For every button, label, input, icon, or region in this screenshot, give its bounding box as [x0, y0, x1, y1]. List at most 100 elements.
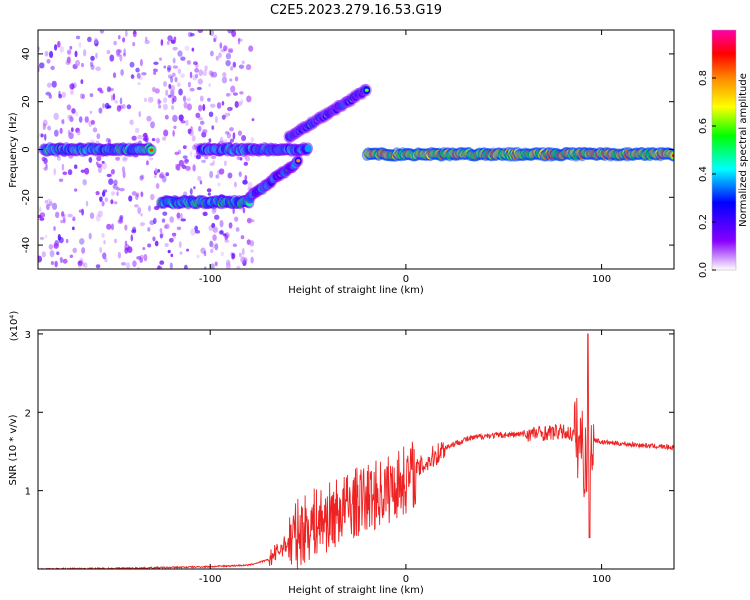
heatmap-noise-dot	[156, 168, 161, 173]
heatmap-noise-dot	[117, 49, 122, 54]
heatmap-noise-dot	[116, 187, 120, 191]
heatmap-noise-dot	[225, 59, 231, 67]
heatmap-noise-dot	[184, 45, 190, 51]
heatmap-noise-dot	[71, 82, 74, 90]
heatmap-noise-dot	[176, 226, 182, 231]
heatmap-noise-dot	[128, 195, 133, 202]
heatmap-noise-dot	[38, 255, 43, 263]
heatmap-noise-dot	[229, 127, 234, 132]
heatmap-noise-dot	[202, 129, 208, 134]
heatmap-noise-dot	[62, 258, 68, 264]
heatmap-noise-dot	[57, 40, 61, 48]
heatmap-noise-dot	[176, 212, 181, 219]
heatmap-noise-dot	[53, 44, 58, 51]
heatmap-noise-dot	[65, 59, 71, 66]
heatmap-noise-dot	[185, 165, 191, 171]
heatmap-noise-dot	[243, 257, 248, 263]
heatmap-noise-dot	[153, 217, 157, 224]
heatmap-noise-dot	[62, 217, 66, 224]
y-tick-label: 1	[25, 487, 31, 498]
heatmap-ticks: -100 0 100 -40 -20 0 20 40	[21, 30, 674, 285]
heatmap-noise-dot	[53, 112, 59, 121]
heatmap-noise-dot	[212, 226, 218, 233]
heatmap-noise-dot	[182, 145, 187, 149]
heatmap-noise-dot	[40, 133, 44, 138]
heatmap-noise-dot	[110, 94, 114, 102]
heatmap-noise-dot	[67, 116, 72, 121]
heatmap-noise-dot	[180, 73, 185, 78]
heatmap-noise-dot	[176, 163, 181, 171]
colorbar-tick-label: 0.4	[698, 166, 709, 182]
heatmap-noise-dot	[101, 161, 105, 165]
heatmap-noise-dot	[159, 260, 165, 265]
heatmap-noise-dot	[178, 159, 184, 167]
heatmap-noise-dot	[218, 52, 222, 59]
heatmap-noise-dot	[167, 35, 173, 42]
heatmap-noise-dot	[49, 250, 55, 258]
heatmap-noise-dot	[233, 181, 237, 188]
heatmap-noise-dot	[209, 162, 215, 167]
heatmap-noise-dot	[122, 156, 128, 161]
y-tick-label: 3	[25, 330, 31, 341]
heatmap-noise-dot	[170, 75, 174, 83]
heatmap-noise-dot	[119, 54, 123, 62]
heatmap-noise-dot	[118, 215, 123, 222]
heatmap-noise-dot	[141, 72, 147, 76]
heatmap-noise-dot	[217, 182, 221, 187]
x-tick-label: 100	[592, 574, 611, 585]
heatmap-noise-dot	[126, 104, 132, 110]
heatmap-noise-dot	[44, 133, 47, 141]
heatmap-noise-dot	[140, 174, 145, 180]
heatmap-noise-dot	[219, 219, 224, 228]
heatmap-noise-dot	[194, 68, 200, 73]
heatmap-noise-dot	[45, 163, 48, 169]
heatmap-noise-dot	[88, 120, 93, 127]
heatmap-noise-dot	[78, 238, 85, 245]
heatmap-noise-dot	[170, 253, 174, 258]
heatmap-noise-dot	[195, 73, 199, 79]
heatmap-noise-dot	[42, 119, 48, 127]
heatmap-noise-dot	[125, 30, 128, 37]
heatmap-noise-dot	[72, 217, 76, 221]
heatmap-noise-dot	[209, 170, 214, 179]
heatmap-noise-dot	[187, 128, 192, 135]
heatmap-noise-dot	[147, 205, 152, 212]
heatmap-noise-dot	[174, 151, 180, 156]
heatmap-noise-dot	[228, 49, 234, 54]
heatmap-noise-dot	[51, 80, 57, 88]
heatmap-noise-dot	[42, 122, 46, 131]
heatmap-noise-dot	[213, 37, 216, 43]
heatmap-noise-dot	[46, 203, 50, 211]
heatmap-noise-dot	[69, 89, 75, 95]
heatmap-noise-dot	[82, 49, 87, 57]
heatmap-noise-dot	[116, 105, 122, 112]
heatmap-cell	[304, 144, 312, 153]
heatmap-noise-dot	[225, 262, 231, 269]
heatmap-noise-dot	[135, 67, 140, 73]
heatmap-noise-dot	[74, 164, 78, 169]
heatmap-noise-dot	[123, 48, 126, 56]
heatmap-noise-dot	[110, 223, 114, 231]
heatmap-noise-dot	[81, 247, 86, 254]
heatmap-noise-dot	[195, 112, 201, 119]
heatmap-noise-dot	[101, 200, 105, 207]
heatmap-noise-dot	[120, 69, 124, 76]
heatmap-noise-dot	[106, 86, 111, 93]
heatmap-noise-dot	[193, 61, 198, 66]
heatmap-noise-dot	[243, 161, 249, 166]
heatmap-noise-dot	[106, 50, 111, 55]
heatmap-noise-dot	[130, 234, 134, 242]
heatmap-noise-dot	[216, 102, 222, 109]
heatmap-noise-dot	[166, 64, 172, 71]
heatmap-noise-dot	[211, 71, 218, 78]
heatmap-noise-dot	[85, 200, 89, 207]
heatmap-noise-dot	[121, 166, 126, 173]
heatmap-noise-dot	[138, 111, 141, 118]
colorbar-gradient	[712, 30, 736, 270]
heatmap-noise-dot	[214, 261, 218, 267]
heatmap-noise-dot	[225, 52, 232, 60]
heatmap-noise-dot	[227, 92, 232, 97]
heatmap-noise-dot	[122, 52, 127, 57]
colorbar-tick-label: 0.6	[698, 118, 709, 134]
heatmap-noise-dot	[231, 253, 235, 260]
